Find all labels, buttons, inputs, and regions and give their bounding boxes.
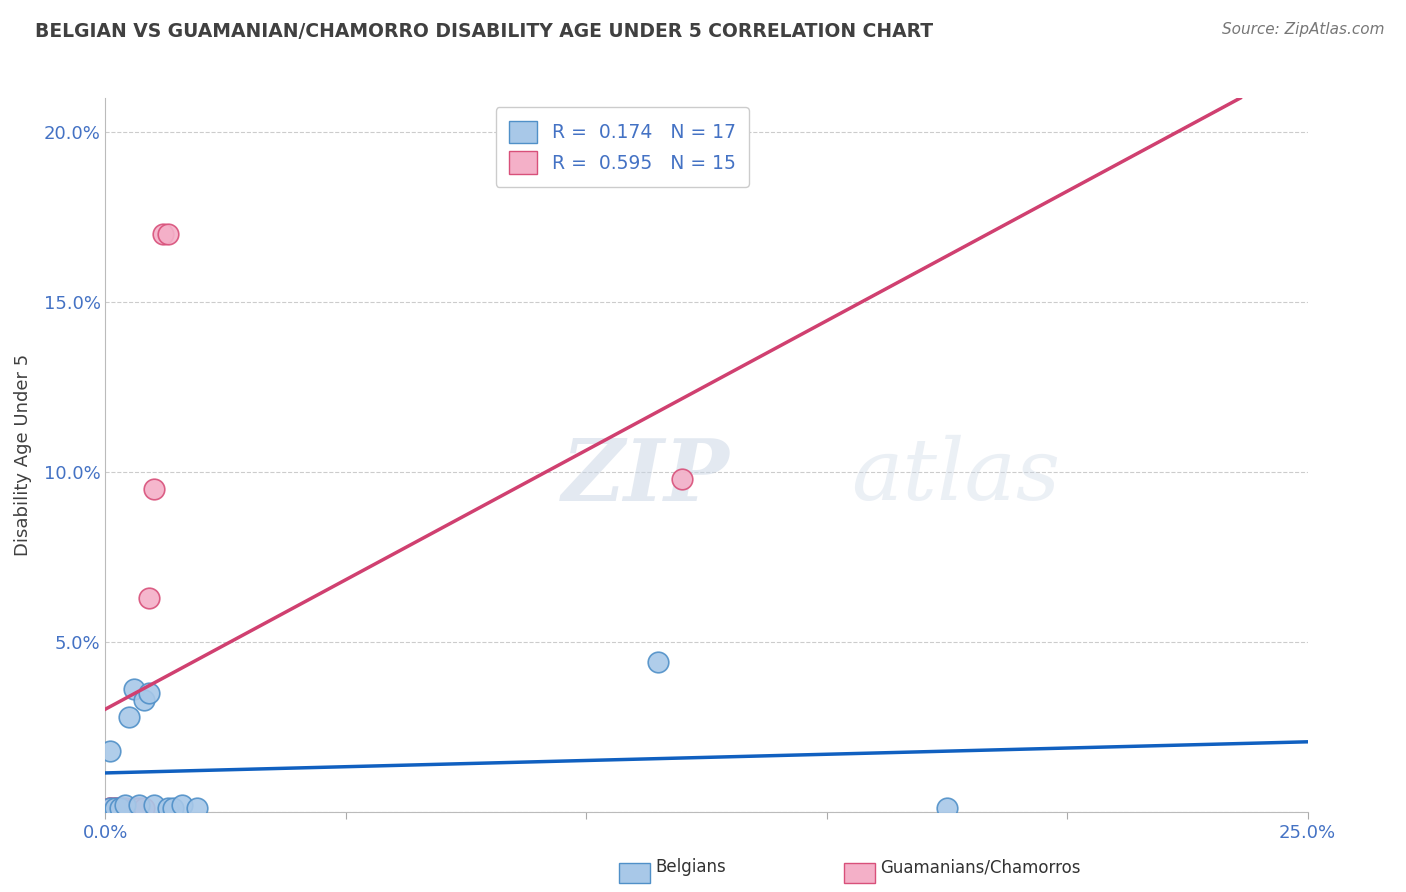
Point bbox=[138, 686, 160, 700]
Legend: R =  0.174   N = 17, R =  0.595   N = 15: R = 0.174 N = 17, R = 0.595 N = 15 bbox=[496, 108, 749, 187]
Point bbox=[128, 797, 150, 812]
Text: atlas: atlas bbox=[851, 435, 1060, 517]
Point bbox=[186, 801, 208, 815]
Point bbox=[108, 801, 131, 815]
Point bbox=[142, 482, 165, 496]
Text: Guamanians/Chamorros: Guamanians/Chamorros bbox=[880, 858, 1081, 876]
Point bbox=[118, 709, 141, 723]
Point bbox=[114, 797, 136, 812]
Point bbox=[647, 655, 669, 669]
Point bbox=[156, 227, 179, 241]
Point bbox=[671, 472, 693, 486]
Point bbox=[104, 801, 127, 815]
Point bbox=[104, 801, 127, 815]
Point bbox=[124, 682, 146, 697]
Point bbox=[936, 801, 959, 815]
Point bbox=[132, 801, 155, 815]
Point bbox=[156, 801, 179, 815]
Point bbox=[132, 692, 155, 706]
Y-axis label: Disability Age Under 5: Disability Age Under 5 bbox=[14, 354, 32, 556]
Point bbox=[128, 801, 150, 815]
Text: Belgians: Belgians bbox=[655, 858, 725, 876]
Point bbox=[104, 801, 127, 815]
Point bbox=[108, 801, 131, 815]
Point bbox=[98, 743, 121, 757]
Point bbox=[142, 797, 165, 812]
Text: BELGIAN VS GUAMANIAN/CHAMORRO DISABILITY AGE UNDER 5 CORRELATION CHART: BELGIAN VS GUAMANIAN/CHAMORRO DISABILITY… bbox=[35, 22, 934, 41]
Point bbox=[152, 227, 174, 241]
Text: Source: ZipAtlas.com: Source: ZipAtlas.com bbox=[1222, 22, 1385, 37]
Point bbox=[108, 801, 131, 815]
Point bbox=[138, 591, 160, 605]
Text: ZIP: ZIP bbox=[562, 434, 730, 518]
Point bbox=[124, 801, 146, 815]
Point bbox=[172, 797, 194, 812]
Point bbox=[162, 801, 184, 815]
Point bbox=[114, 801, 136, 815]
Point bbox=[98, 801, 121, 815]
Point bbox=[98, 801, 121, 815]
Point bbox=[98, 801, 121, 815]
